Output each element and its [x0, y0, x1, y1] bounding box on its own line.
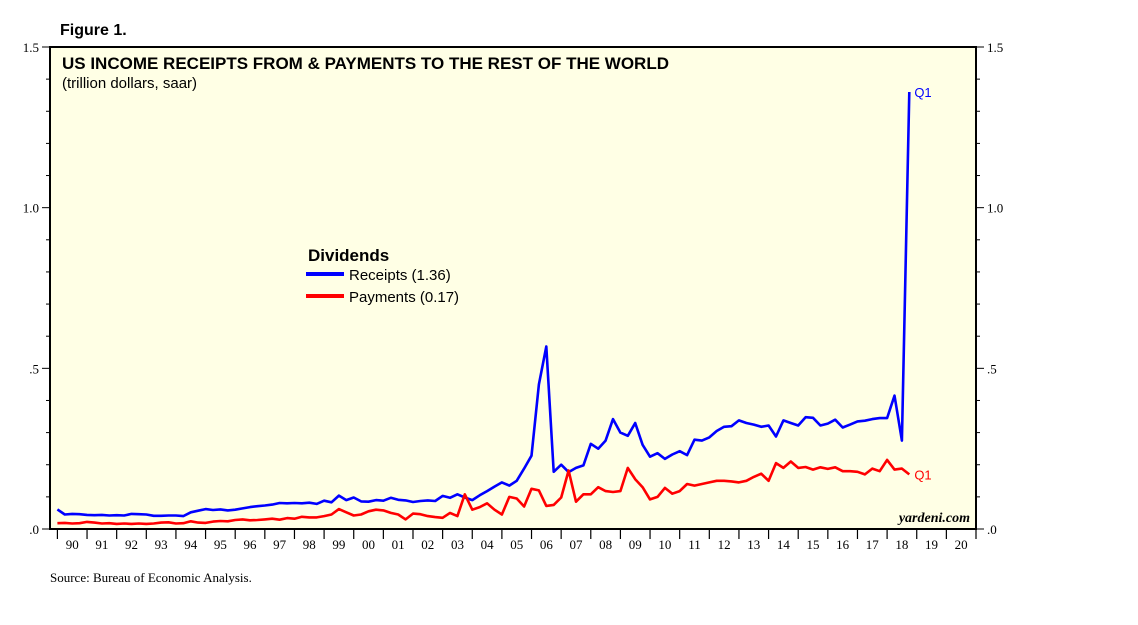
- legend-title: Dividends: [308, 246, 389, 265]
- x-tick-label: 05: [510, 537, 523, 552]
- x-tick-label: 06: [540, 537, 554, 552]
- legend: Dividends Receipts (1.36) Payments (0.17…: [306, 246, 459, 306]
- end-label-receipts: Q1: [914, 85, 931, 100]
- x-tick-label: 07: [569, 537, 583, 552]
- legend-label-receipts: Receipts (1.36): [349, 267, 451, 284]
- x-axis: 90 91 92 93 94 95 96 97 98 99 00 01 02 03 04 05 06 07 08 09…: [56, 529, 977, 552]
- x-tick-label: 04: [481, 537, 495, 552]
- x-tick-label: 91: [95, 537, 108, 552]
- y-tick-label-left: 1.0: [23, 201, 39, 216]
- x-tick-label: 02: [421, 537, 434, 552]
- series-layer: [56, 91, 911, 526]
- y-axis-right: .0 .5 1.0 1.5: [976, 40, 1003, 537]
- x-tick-label: 13: [747, 537, 760, 552]
- series-line-payments: [57, 458, 911, 526]
- chart-title: US INCOME RECEIPTS FROM & PAYMENTS TO TH…: [62, 54, 669, 73]
- source-note: Source: Bureau of Economic Analysis.: [50, 570, 252, 585]
- x-tick-label: 98: [303, 537, 316, 552]
- x-tick-label: 94: [184, 537, 198, 552]
- x-tick-label: 95: [214, 537, 227, 552]
- end-label-payments: Q1: [914, 467, 931, 482]
- plot-area: [49, 46, 977, 530]
- x-tick-label: 08: [599, 537, 612, 552]
- x-tick-label: 97: [273, 537, 287, 552]
- x-tick-label: 09: [629, 537, 642, 552]
- x-tick-label: 12: [718, 537, 731, 552]
- figure-label: Figure 1.: [60, 22, 127, 39]
- x-tick-label: 00: [362, 537, 375, 552]
- series-line-receipts: [56, 91, 911, 518]
- x-tick-label: 90: [66, 537, 79, 552]
- x-tick-label: 93: [155, 537, 168, 552]
- y-tick-label-right: 1.5: [987, 40, 1003, 55]
- y-tick-label-right: 1.0: [987, 201, 1003, 216]
- chart-subtitle: (trillion dollars, saar): [62, 75, 197, 92]
- watermark: yardeni.com: [897, 511, 970, 526]
- x-tick-label: 11: [688, 537, 701, 552]
- legend-label-payments: Payments (0.17): [349, 289, 459, 306]
- x-tick-label: 01: [392, 537, 405, 552]
- x-tick-label: 15: [807, 537, 820, 552]
- x-tick-label: 14: [777, 537, 791, 552]
- x-tick-label: 20: [955, 537, 968, 552]
- x-tick-label: 92: [125, 537, 138, 552]
- y-tick-label-right: .5: [987, 361, 997, 376]
- x-tick-label: 18: [895, 537, 908, 552]
- x-tick-label: 96: [244, 537, 258, 552]
- x-tick-label: 17: [866, 537, 880, 552]
- y-tick-label-left: .5: [29, 361, 39, 376]
- y-axis-left: .0 .5 1.0 1.5: [23, 40, 50, 537]
- x-tick-label: 19: [925, 537, 938, 552]
- y-tick-label-right: .0: [987, 522, 997, 537]
- y-tick-label-left: .0: [29, 522, 39, 537]
- y-tick-label-left: 1.5: [23, 40, 39, 55]
- x-tick-label: 99: [332, 537, 345, 552]
- x-tick-label: 10: [658, 537, 671, 552]
- x-tick-label: 16: [836, 537, 850, 552]
- x-tick-label: 03: [451, 537, 464, 552]
